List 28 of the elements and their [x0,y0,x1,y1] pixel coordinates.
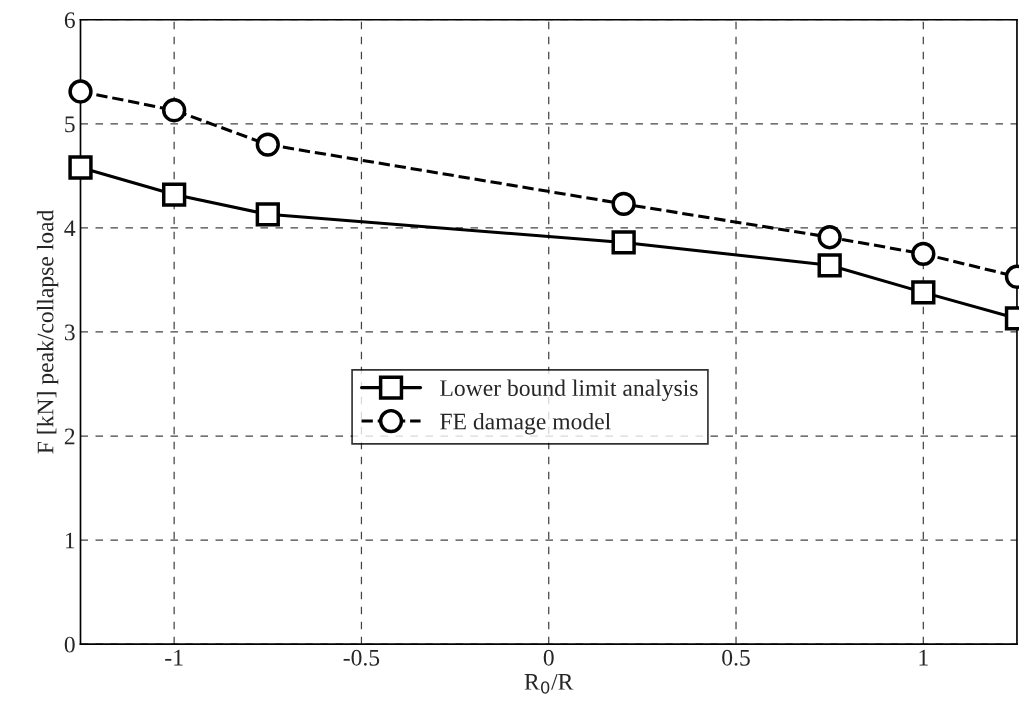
point [255,132,280,157]
point [255,202,280,227]
point [161,98,187,123]
x-tick-label: -1 [165,649,183,666]
legend-label: FE damage model [440,412,611,435]
point [911,241,936,267]
legend-label: Lower bound limit analysis [440,379,698,401]
y-tick-label: 0 [64,636,75,653]
point [68,155,93,180]
y-tick-label: 6 [64,12,75,29]
point [817,253,842,278]
point [611,230,636,255]
x-axis-title: R$_{0}$/R [524,674,574,694]
x-tick-label: 0 [543,649,554,666]
y-tick-label: 1 [65,532,75,549]
point [161,182,187,207]
point [911,280,936,305]
point [68,79,93,104]
x-tick-label: -0.5 [343,649,380,666]
y-tick-label: 4 [64,220,76,237]
y-tick-label: 3 [64,324,75,341]
point [817,225,842,250]
y-axis-title: F [kN] peak/collapse load [36,209,59,454]
y-tick-label: 5 [65,116,75,133]
point [611,191,636,217]
y-tick-label: 2 [64,428,75,445]
x-tick-label: 0.5 [722,649,750,666]
x-tick-label: 1 [919,649,928,666]
